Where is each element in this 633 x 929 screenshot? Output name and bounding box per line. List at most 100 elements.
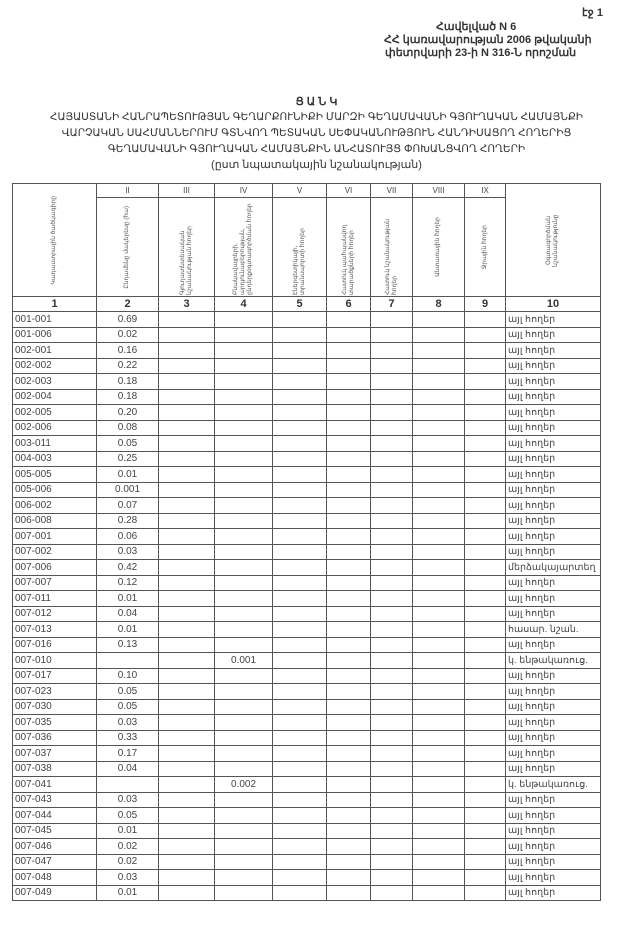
empty-cell (464, 466, 506, 483)
empty-cell (412, 652, 465, 669)
usage-purpose: այլ հողեր (505, 853, 601, 870)
roman-header: IX (464, 183, 506, 198)
cadastral-code: 002-006 (12, 419, 97, 436)
empty-cell (272, 791, 327, 808)
empty-cell (464, 652, 506, 669)
empty-cell (412, 419, 465, 436)
column-header: Հատուկ նշանակության հողեր (384, 218, 398, 295)
empty-cell (272, 590, 327, 607)
empty-cell (326, 791, 371, 808)
empty-cell (272, 605, 327, 622)
usage-purpose: այլ հողեր (505, 807, 601, 824)
column-number: 2 (96, 296, 159, 312)
settlement-area (214, 714, 273, 731)
empty-cell (370, 729, 413, 746)
empty-cell (158, 853, 215, 870)
empty-cell (464, 559, 506, 576)
empty-cell (272, 450, 327, 467)
cadastral-code: 002-005 (12, 404, 97, 421)
empty-cell (272, 667, 327, 684)
usage-purpose: այլ հողեր (505, 373, 601, 390)
usage-purpose: այլ հողեր (505, 311, 601, 328)
empty-cell (272, 683, 327, 700)
empty-cell (158, 621, 215, 638)
column-number: 8 (412, 296, 465, 312)
empty-cell (158, 807, 215, 824)
settlement-area (214, 543, 273, 560)
empty-cell (370, 419, 413, 436)
roman-header-row: Կադաստրային ծածկագիրը II III IV V VI VII VIII IX… (12, 183, 601, 297)
annex-line-1: Հավելված N 6 (436, 21, 517, 33)
empty-cell (412, 373, 465, 390)
table-row: 007-006 0.42 մերձակայարտեղ (12, 559, 601, 576)
empty-cell (412, 342, 465, 359)
column-header: Գյուղատնտեսական նշանակության հողեր (179, 225, 193, 295)
total-area: 0.05 (96, 807, 159, 824)
column-number: 7 (370, 296, 413, 312)
table-row: 007-036 0.33 այլ հողեր (12, 729, 601, 746)
empty-cell (464, 853, 506, 870)
empty-cell (370, 388, 413, 405)
empty-cell (272, 311, 327, 328)
usage-purpose: այլ հողեր (505, 791, 601, 808)
table-row: 005-005 0.01 այլ հողեր (12, 466, 601, 483)
usage-purpose: կ. ենթակառուց. (505, 776, 601, 793)
empty-cell (412, 450, 465, 467)
settlement-area (214, 869, 273, 886)
empty-cell (464, 807, 506, 824)
table-row: 007-012 0.04 այլ հողեր (12, 605, 601, 622)
cadastral-code: 005-005 (12, 466, 97, 483)
empty-cell (158, 497, 215, 514)
cadastral-code: 007-013 (12, 621, 97, 638)
empty-cell (464, 869, 506, 886)
empty-cell (326, 404, 371, 421)
total-area: 0.05 (96, 683, 159, 700)
cadastral-code: 006-008 (12, 512, 97, 529)
empty-cell (272, 543, 327, 560)
total-area: 0.08 (96, 419, 159, 436)
empty-cell (326, 807, 371, 824)
empty-cell (412, 698, 465, 715)
cadastral-code: 007-007 (12, 574, 97, 591)
empty-cell (370, 574, 413, 591)
empty-cell (412, 559, 465, 576)
column-header: Անտառային հողեր (435, 217, 441, 277)
roman-header: Օգտագործման նշանակությունը (505, 183, 601, 297)
empty-cell (326, 760, 371, 777)
table-row: 007-041 0.002 կ. ենթակառուց. (12, 776, 601, 793)
empty-cell (326, 698, 371, 715)
empty-cell (370, 838, 413, 855)
settlement-area (214, 481, 273, 498)
total-area: 0.20 (96, 404, 159, 421)
empty-cell (326, 357, 371, 374)
table-row: 007-001 0.06 այլ հողեր (12, 528, 601, 545)
empty-cell (158, 311, 215, 328)
empty-cell (158, 481, 215, 498)
empty-cell (412, 776, 465, 793)
total-area: 0.42 (96, 559, 159, 576)
total-area: 0.07 (96, 497, 159, 514)
column-header-row: Ընդամենը մակերեսը (հա) Գյուղատնտեսական նշ… (13, 197, 601, 297)
empty-cell (412, 357, 465, 374)
empty-cell (158, 543, 215, 560)
usage-purpose: այլ հողեր (505, 636, 601, 653)
empty-cell (464, 822, 506, 839)
total-area: 0.28 (96, 512, 159, 529)
empty-cell (412, 621, 465, 638)
usage-purpose: այլ հողեր (505, 466, 601, 483)
table-row: 007-038 0.04 այլ հողեր (12, 760, 601, 777)
empty-cell (326, 512, 371, 529)
table-row: 006-002 0.07 այլ հողեր (12, 497, 601, 514)
cadastral-code: 007-023 (12, 683, 97, 700)
empty-cell (158, 822, 215, 839)
empty-cell (272, 342, 327, 359)
cadastral-code: 002-001 (12, 342, 97, 359)
usage-purpose: այլ հողեր (505, 869, 601, 886)
cadastral-code: 002-003 (12, 373, 97, 390)
page-label: էջ 1 (582, 7, 603, 19)
empty-cell (272, 745, 327, 762)
empty-cell (326, 869, 371, 886)
empty-cell (370, 373, 413, 390)
empty-cell (158, 869, 215, 886)
settlement-area (214, 683, 273, 700)
